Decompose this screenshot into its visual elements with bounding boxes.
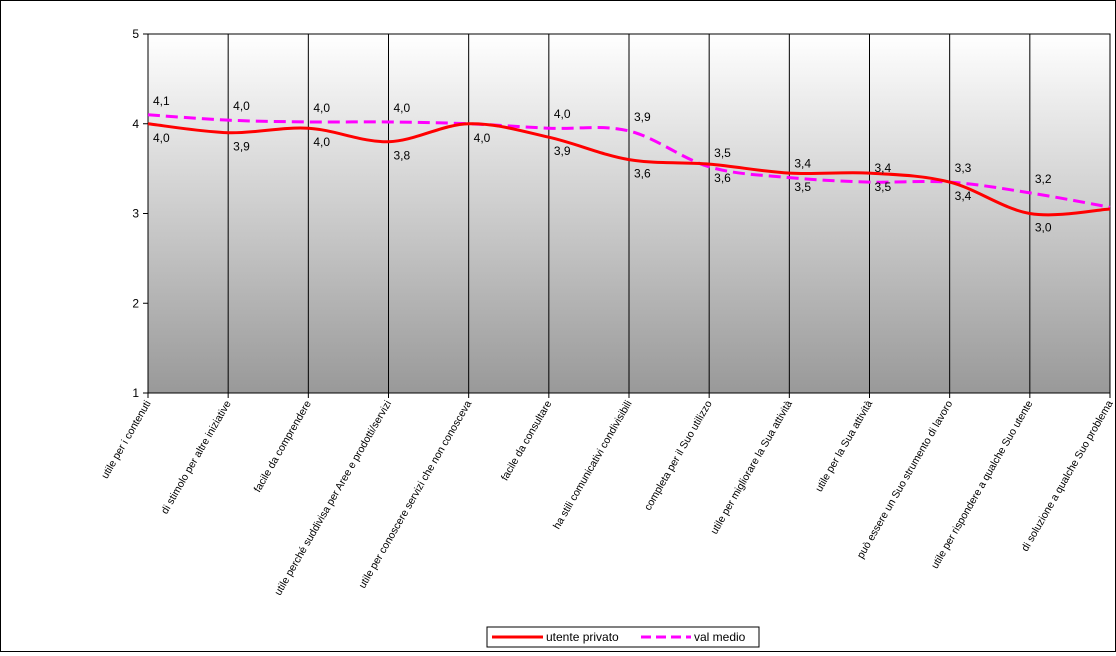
data-label-val-medio: 3,2 xyxy=(1035,172,1052,186)
y-tick-label: 5 xyxy=(132,27,139,41)
data-label-val-medio: 3,4 xyxy=(794,157,811,171)
data-label-val-medio: 4,1 xyxy=(153,94,170,108)
data-label-val-medio: 3,3 xyxy=(955,161,972,175)
data-label-utente-privato: 4,0 xyxy=(153,131,170,145)
data-label-utente-privato: 3,5 xyxy=(794,180,811,194)
x-axis: utile per i contenuti di stimolo per altr… xyxy=(99,393,1116,598)
data-label-utente-privato: 4,0 xyxy=(313,135,330,149)
x-tick-label: di soluzione a qualche Suo problema xyxy=(1019,398,1115,553)
x-tick-label: ha stili comunicativi condivisibili xyxy=(551,399,635,532)
data-label-val-medio: 4,0 xyxy=(233,99,250,113)
data-labels: 4,03,94,03,84,03,93,63,63,53,53,43,03,14… xyxy=(153,94,1116,235)
y-axis: 1 2 3 4 5 xyxy=(132,27,148,400)
data-label-val-medio: 3,5 xyxy=(714,146,731,160)
y-tick-label: 4 xyxy=(132,117,139,131)
data-label-utente-privato: 3,9 xyxy=(554,144,571,158)
data-label-utente-privato: 3,9 xyxy=(233,140,250,154)
legend-box xyxy=(486,626,760,648)
y-tick-label: 3 xyxy=(132,207,139,221)
x-tick-label: può essere un Suo strumento di lavoro xyxy=(855,398,956,560)
data-label-utente-privato: 3,0 xyxy=(1035,221,1052,235)
x-tick-label: utile per migliorare la Sua attività xyxy=(708,398,795,536)
data-label-val-medio: 4,0 xyxy=(394,101,411,115)
data-label-val-medio: 4,0 xyxy=(313,101,330,115)
data-label-utente-privato: 3,6 xyxy=(714,171,731,185)
grid-lines xyxy=(227,34,1031,393)
y-tick-label: 2 xyxy=(132,296,139,310)
data-label-utente-privato: 3,4 xyxy=(955,189,972,203)
data-label-utente-privato: 3,6 xyxy=(634,167,651,181)
data-label-val-medio: 3,9 xyxy=(634,110,651,124)
legend-label-val-medio: val medio xyxy=(694,630,746,644)
y-tick-label: 1 xyxy=(132,386,139,400)
x-tick-label: utile per i contenuti xyxy=(99,399,153,481)
data-label-utente-privato: 3,5 xyxy=(875,180,892,194)
data-label-utente-privato: 4,0 xyxy=(474,131,491,145)
x-tick-label: utile per la Sua attività xyxy=(813,398,875,494)
legend-label-utente-privato: utente privato xyxy=(546,630,619,644)
series-lines xyxy=(147,113,1111,217)
series-line-utente-privato xyxy=(147,122,1111,217)
x-tick-label: completa per il Suo utilizzo xyxy=(642,398,715,512)
data-label-val-medio: 3,4 xyxy=(875,161,892,175)
legend: utente privato val medio xyxy=(486,626,760,648)
x-tick-label: facile da comprendere xyxy=(252,398,314,494)
x-tick-label: facile da consultare xyxy=(499,398,555,482)
data-label-utente-privato: 3,8 xyxy=(394,149,411,163)
x-tick-label: di stimolo per altre iniziative xyxy=(159,398,234,516)
data-label-val-medio: 4,0 xyxy=(554,107,571,121)
